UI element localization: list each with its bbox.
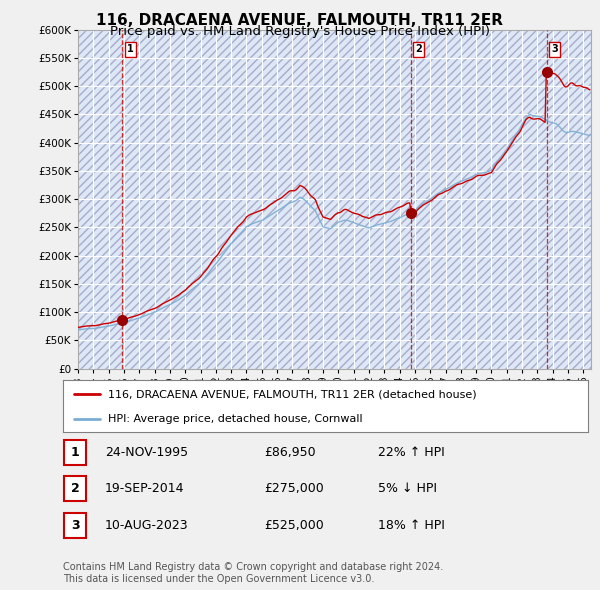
Text: £86,950: £86,950 bbox=[264, 445, 316, 459]
Text: 3: 3 bbox=[551, 44, 558, 54]
Text: 1: 1 bbox=[127, 44, 134, 54]
FancyBboxPatch shape bbox=[64, 513, 86, 538]
Text: Price paid vs. HM Land Registry's House Price Index (HPI): Price paid vs. HM Land Registry's House … bbox=[110, 25, 490, 38]
Text: 19-SEP-2014: 19-SEP-2014 bbox=[105, 482, 185, 496]
Text: 24-NOV-1995: 24-NOV-1995 bbox=[105, 445, 188, 459]
Text: 10-AUG-2023: 10-AUG-2023 bbox=[105, 519, 188, 532]
Text: 116, DRACAENA AVENUE, FALMOUTH, TR11 2ER (detached house): 116, DRACAENA AVENUE, FALMOUTH, TR11 2ER… bbox=[107, 389, 476, 399]
Text: 1: 1 bbox=[71, 445, 79, 459]
Text: Contains HM Land Registry data © Crown copyright and database right 2024.
This d: Contains HM Land Registry data © Crown c… bbox=[63, 562, 443, 584]
Text: HPI: Average price, detached house, Cornwall: HPI: Average price, detached house, Corn… bbox=[107, 414, 362, 424]
FancyBboxPatch shape bbox=[64, 476, 86, 502]
FancyBboxPatch shape bbox=[64, 440, 86, 465]
Text: 18% ↑ HPI: 18% ↑ HPI bbox=[378, 519, 445, 532]
Text: £525,000: £525,000 bbox=[264, 519, 324, 532]
Text: 2: 2 bbox=[415, 44, 422, 54]
Text: 5% ↓ HPI: 5% ↓ HPI bbox=[378, 482, 437, 496]
Text: 3: 3 bbox=[71, 519, 79, 532]
Text: 22% ↑ HPI: 22% ↑ HPI bbox=[378, 445, 445, 459]
Text: 2: 2 bbox=[71, 482, 79, 496]
Text: 116, DRACAENA AVENUE, FALMOUTH, TR11 2ER: 116, DRACAENA AVENUE, FALMOUTH, TR11 2ER bbox=[97, 13, 503, 28]
Text: £275,000: £275,000 bbox=[264, 482, 324, 496]
